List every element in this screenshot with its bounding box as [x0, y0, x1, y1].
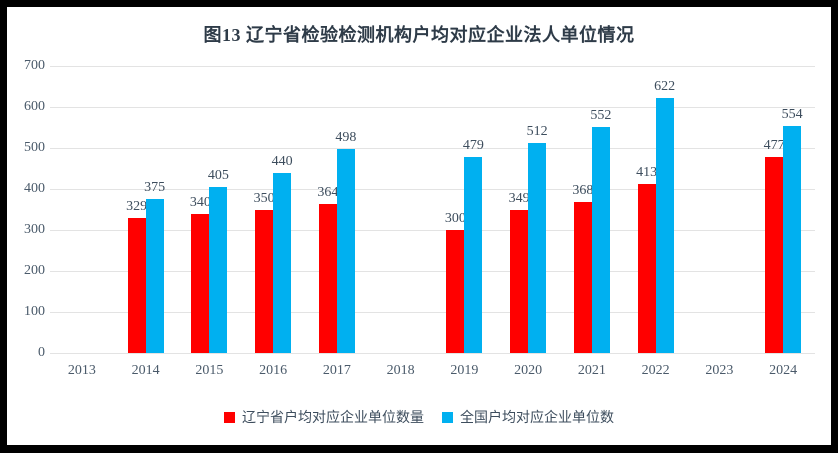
bar-value-label: 350 [253, 190, 275, 206]
bar [637, 183, 656, 353]
x-axis-tick-label: 2016 [259, 363, 288, 378]
bar-value-label: 413 [636, 164, 658, 180]
y-axis-tick-label: 700 [24, 58, 45, 73]
bar-value-label: 368 [572, 183, 594, 199]
bar [528, 143, 547, 353]
y-axis-tick-label: 300 [24, 222, 45, 237]
bar-value-label: 554 [781, 106, 803, 122]
gridline [50, 230, 815, 231]
bar [145, 199, 164, 353]
bar-value-label: 477 [763, 138, 785, 154]
bar [127, 218, 146, 353]
x-axis-tick-label: 2024 [769, 363, 798, 378]
bar-group: 350 440 [241, 66, 305, 353]
bar [318, 203, 337, 353]
bar-value-label: 349 [508, 190, 530, 206]
x-axis-tick-label: 2014 [131, 363, 160, 378]
gridline [50, 148, 815, 149]
gridline [50, 107, 815, 108]
y-axis-tick-label: 100 [24, 304, 45, 319]
bar [783, 125, 802, 353]
x-axis-tick-label: 2023 [705, 363, 734, 378]
bar [209, 186, 228, 353]
x-axis-tick-label: 2015 [195, 363, 224, 378]
bar-value-label: 340 [189, 194, 211, 210]
bar [191, 213, 210, 353]
bar-value-label: 479 [462, 137, 484, 153]
bar [591, 126, 610, 353]
bar-value-label: 440 [271, 153, 293, 169]
bar-value-label: 405 [207, 167, 229, 183]
bar-group: 364 498 [305, 66, 369, 353]
y-axis-tick-label: 0 [38, 345, 45, 360]
legend-label: 全国户均对应企业单位数 [460, 409, 614, 425]
chart-title: 图13 辽宁省检验检测机构户均对应企业法人单位情况 [203, 25, 635, 45]
gridline [50, 189, 815, 190]
bar-group: 300 479 [433, 66, 497, 353]
bar-value-label: 375 [144, 180, 166, 196]
bar [464, 156, 483, 353]
x-axis-tick-label: 2018 [386, 363, 415, 378]
y-axis-tick-label: 600 [24, 99, 45, 114]
bar-group: 329 375 [114, 66, 178, 353]
bar [446, 230, 465, 353]
bar [273, 172, 292, 353]
y-axis-tick-label: 400 [24, 181, 45, 196]
bar-value-label: 512 [526, 124, 548, 140]
bar-group: 349 512 [496, 66, 560, 353]
bar-group [369, 66, 433, 353]
legend-label: 辽宁省户均对应企业单位数量 [242, 409, 424, 425]
bar [336, 148, 355, 353]
plot-area: 329 375 340 405 350 440 364 498 300 479 349 512 368 5… [50, 66, 815, 354]
bar [255, 209, 274, 353]
legend-item[interactable]: 全国户均对应企业单位数 [442, 407, 614, 427]
bar-group [688, 66, 752, 353]
bar-value-label: 364 [317, 184, 339, 200]
bar [655, 97, 674, 353]
bar-value-label: 552 [590, 107, 612, 123]
x-axis-tick-label: 2013 [67, 363, 96, 378]
bar-group: 340 405 [178, 66, 242, 353]
bar-value-label: 498 [335, 129, 357, 145]
bar-group: 413 622 [624, 66, 688, 353]
bar-group [50, 66, 114, 353]
x-axis-tick-label: 2022 [641, 363, 670, 378]
gridline [50, 66, 815, 67]
bar-group: 477 554 [751, 66, 815, 353]
x-axis-tick-label: 2021 [577, 363, 606, 378]
x-axis: 2013 2014 2015 2016 2017 2018 2019 2020 2021 2022… [50, 359, 815, 383]
x-axis-tick-label: 2020 [514, 363, 543, 378]
y-axis-tick-label: 500 [24, 140, 45, 155]
x-axis-tick-label: 2017 [322, 363, 351, 378]
bar-value-label: 622 [654, 78, 676, 94]
bar-value-label: 329 [126, 199, 148, 215]
gridline [50, 353, 815, 354]
gridline [50, 271, 815, 272]
y-axis: 700 600 500 400 300 200 100 0 [7, 59, 45, 360]
bar-group: 368 552 [560, 66, 624, 353]
bar [765, 157, 784, 353]
chart-legend: 辽宁省户均对应企业单位数量 全国户均对应企业单位数 [7, 407, 831, 427]
y-axis-tick-label: 200 [24, 263, 45, 278]
gridline [50, 312, 815, 313]
chart-container: 图13 辽宁省检验检测机构户均对应企业法人单位情况 700 600 500 400 30… [7, 7, 831, 445]
legend-swatch-icon [442, 411, 453, 423]
bar [573, 202, 592, 353]
legend-item[interactable]: 辽宁省户均对应企业单位数量 [224, 407, 424, 427]
bar-value-label: 300 [444, 211, 466, 226]
x-axis-tick-label: 2019 [450, 363, 479, 378]
legend-swatch-icon [224, 411, 235, 423]
bar [510, 209, 529, 353]
